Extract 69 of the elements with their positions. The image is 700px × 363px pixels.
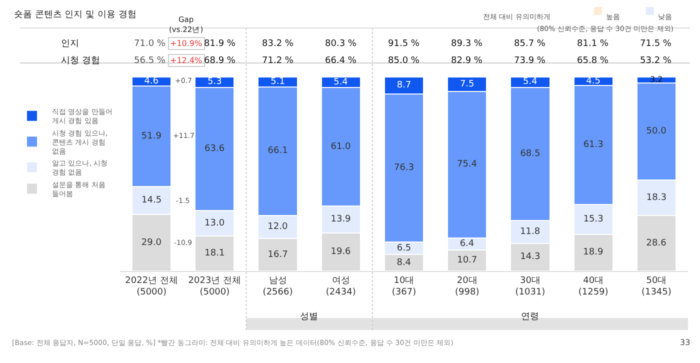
text: 68.9 % bbox=[204, 56, 236, 66]
x-tick-label: 30대 (1031) bbox=[515, 276, 546, 298]
x-tick-label: 40대 (1259) bbox=[578, 276, 608, 298]
data-label: 29.0 bbox=[141, 238, 162, 248]
data-label: 5.4 bbox=[522, 77, 538, 88]
text: +12.4% bbox=[170, 56, 203, 65]
text: 80.3 % bbox=[325, 39, 357, 49]
text: 71.5 % bbox=[640, 39, 672, 49]
text: 53.2 % bbox=[640, 56, 672, 66]
data-label: 14.5 bbox=[142, 196, 162, 206]
data-label: 18.3 bbox=[646, 192, 666, 203]
data-label: 18.1 bbox=[204, 248, 225, 258]
data-label: 3.2 bbox=[650, 75, 663, 84]
text: 73.9 % bbox=[514, 56, 546, 66]
text: 83.2 % bbox=[262, 39, 294, 49]
data-label: 15.3 bbox=[583, 214, 604, 224]
text: 성별 bbox=[300, 312, 318, 322]
text: 71.2 % bbox=[262, 56, 294, 66]
data-label: 5.1 bbox=[270, 77, 285, 88]
x-tick-label: 20대 (998) bbox=[455, 276, 480, 298]
text: 82.9 % bbox=[451, 56, 483, 66]
data-label: 68.5 bbox=[520, 148, 540, 159]
data-label: 5.4 bbox=[334, 77, 348, 88]
data-label: 10.7 bbox=[457, 256, 478, 266]
data-label: 63.6 bbox=[204, 144, 225, 154]
x-tick-label: 50대 (1345) bbox=[641, 276, 672, 298]
data-label: 61.3 bbox=[583, 140, 604, 150]
text: 65.8 % bbox=[577, 56, 609, 66]
data-label: 76.3 bbox=[394, 163, 414, 174]
x-tick-label: 남성 (2566) bbox=[262, 276, 293, 298]
data-label: 61.0 bbox=[330, 142, 352, 152]
data-label: 13.9 bbox=[330, 214, 352, 224]
data-label: 66.1 bbox=[268, 146, 288, 156]
x-tick-label: 10대 (367) bbox=[392, 276, 416, 298]
data-label: 11.8 bbox=[520, 226, 540, 237]
data-label: 13.0 bbox=[204, 218, 225, 228]
data-label: 18.9 bbox=[583, 248, 604, 258]
chart-title: 숏폼 콘텐츠 인지 및 이용 경험 bbox=[14, 10, 136, 20]
text: 66.4 % bbox=[325, 56, 357, 66]
x-tick-label: 여성 (2434) bbox=[326, 276, 356, 298]
data-label: 12.0 bbox=[268, 222, 288, 232]
data-label: 8.4 bbox=[396, 258, 412, 268]
text: 56.5 % bbox=[134, 56, 166, 66]
data-label: 5.3 bbox=[208, 77, 222, 88]
data-label: 19.6 bbox=[330, 246, 352, 257]
data-label: 7.5 bbox=[460, 79, 474, 90]
x-tick-label: 2023년 전체 (5000) bbox=[188, 276, 242, 298]
text: 81.1 % bbox=[577, 39, 609, 49]
x-tick-label: 2022년 전체 (5000) bbox=[125, 276, 178, 298]
data-label: 8.7 bbox=[396, 80, 412, 91]
text: 91.5 % bbox=[388, 39, 420, 49]
data-label: 28.6 bbox=[646, 238, 667, 248]
data-label: 75.4 bbox=[456, 160, 478, 170]
text: 89.3 % bbox=[451, 39, 483, 49]
text: 85.7 % bbox=[514, 39, 546, 49]
text: 71.0 % bbox=[134, 39, 166, 49]
data-label: 51.9 bbox=[141, 131, 162, 142]
text: 33 bbox=[680, 338, 690, 347]
data-label: 6.5 bbox=[396, 243, 412, 254]
text: 81.9 % bbox=[204, 39, 236, 49]
text: 인지 bbox=[61, 39, 79, 49]
data-label: 14.3 bbox=[520, 252, 540, 262]
data-label: 16.7 bbox=[268, 250, 288, 260]
text: 시청 경험 bbox=[61, 56, 100, 66]
data-label: 50.0 bbox=[646, 126, 667, 137]
text: 85.0 % bbox=[388, 56, 420, 66]
data-label: 6.4 bbox=[460, 239, 474, 250]
text: +10.9% bbox=[170, 39, 203, 48]
text: 연령 bbox=[521, 312, 539, 322]
